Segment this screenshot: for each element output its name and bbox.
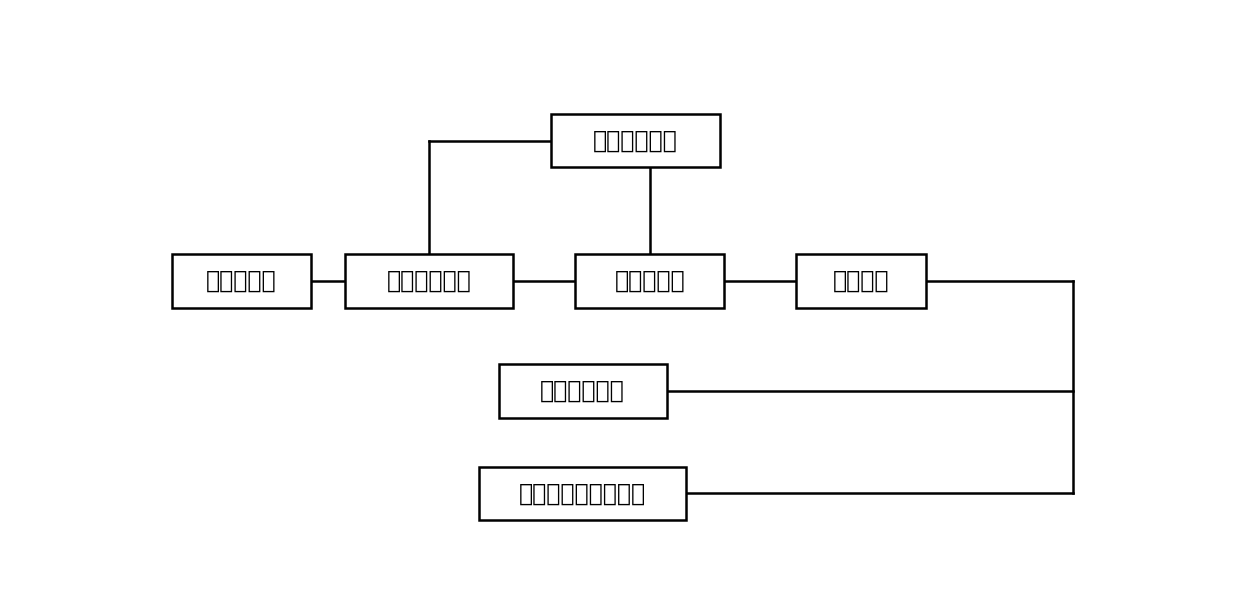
Text: 收费系统校核: 收费系统校核 [541,379,625,402]
FancyBboxPatch shape [796,254,926,308]
FancyBboxPatch shape [575,254,724,308]
Text: 港口数据库: 港口数据库 [615,269,686,293]
FancyBboxPatch shape [172,254,311,308]
Text: 数据发射模块: 数据发射模块 [593,129,678,152]
FancyBboxPatch shape [498,364,667,418]
FancyBboxPatch shape [480,467,686,520]
Text: 刑事处罚、补交费用: 刑事处罚、补交费用 [520,481,646,506]
Text: 收费系统: 收费系统 [833,269,889,293]
Text: 无人机拍照: 无人机拍照 [206,269,277,293]
FancyBboxPatch shape [552,114,719,168]
FancyBboxPatch shape [345,254,513,308]
Text: 数据处理模块: 数据处理模块 [387,269,471,293]
